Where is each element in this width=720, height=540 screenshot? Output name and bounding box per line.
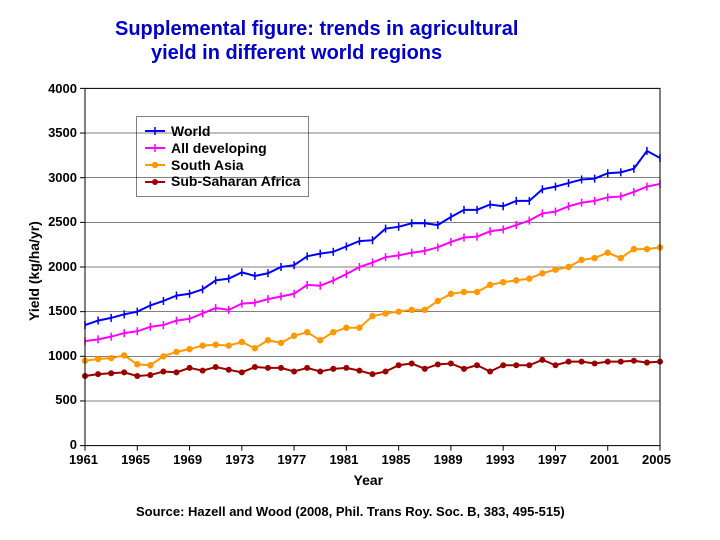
x-tick-label: 1977 [277,452,306,467]
x-tick-label: 1965 [121,452,150,467]
x-axis-label: Year [354,472,384,488]
y-tick-label: 2000 [48,259,77,274]
y-tick-label: 3500 [48,125,77,140]
y-tick-label: 4000 [48,81,77,96]
y-tick-label: 1000 [48,348,77,363]
x-tick-label: 1969 [173,452,202,467]
x-tick-label: 1973 [225,452,254,467]
x-tick-label: 1981 [329,452,358,467]
x-tick-label: 1997 [538,452,567,467]
x-tick-label: 2005 [642,452,671,467]
y-tick-label: 500 [55,392,77,407]
x-tick-label: 1985 [382,452,411,467]
chart-plot [85,88,660,446]
series-world [85,147,660,329]
x-tick-label: 1989 [434,452,463,467]
source-caption: Source: Hazell and Wood (2008, Phil. Tra… [136,504,565,519]
y-tick-label: 1500 [48,303,77,318]
y-tick-label: 2500 [48,214,77,229]
x-tick-label: 1993 [486,452,515,467]
y-tick-label: 0 [70,437,77,452]
y-axis-label: Yield (kg/ha/yr) [26,221,42,321]
series-ssa [82,357,663,379]
x-tick-label: 2001 [590,452,619,467]
series-alldev [85,180,660,345]
chart-title-line2: yield in different world regions [151,42,442,65]
y-tick-label: 3000 [48,170,77,185]
x-tick-label: 1961 [69,452,98,467]
chart-title-line1: Supplemental figure: trends in agricultu… [115,18,518,41]
